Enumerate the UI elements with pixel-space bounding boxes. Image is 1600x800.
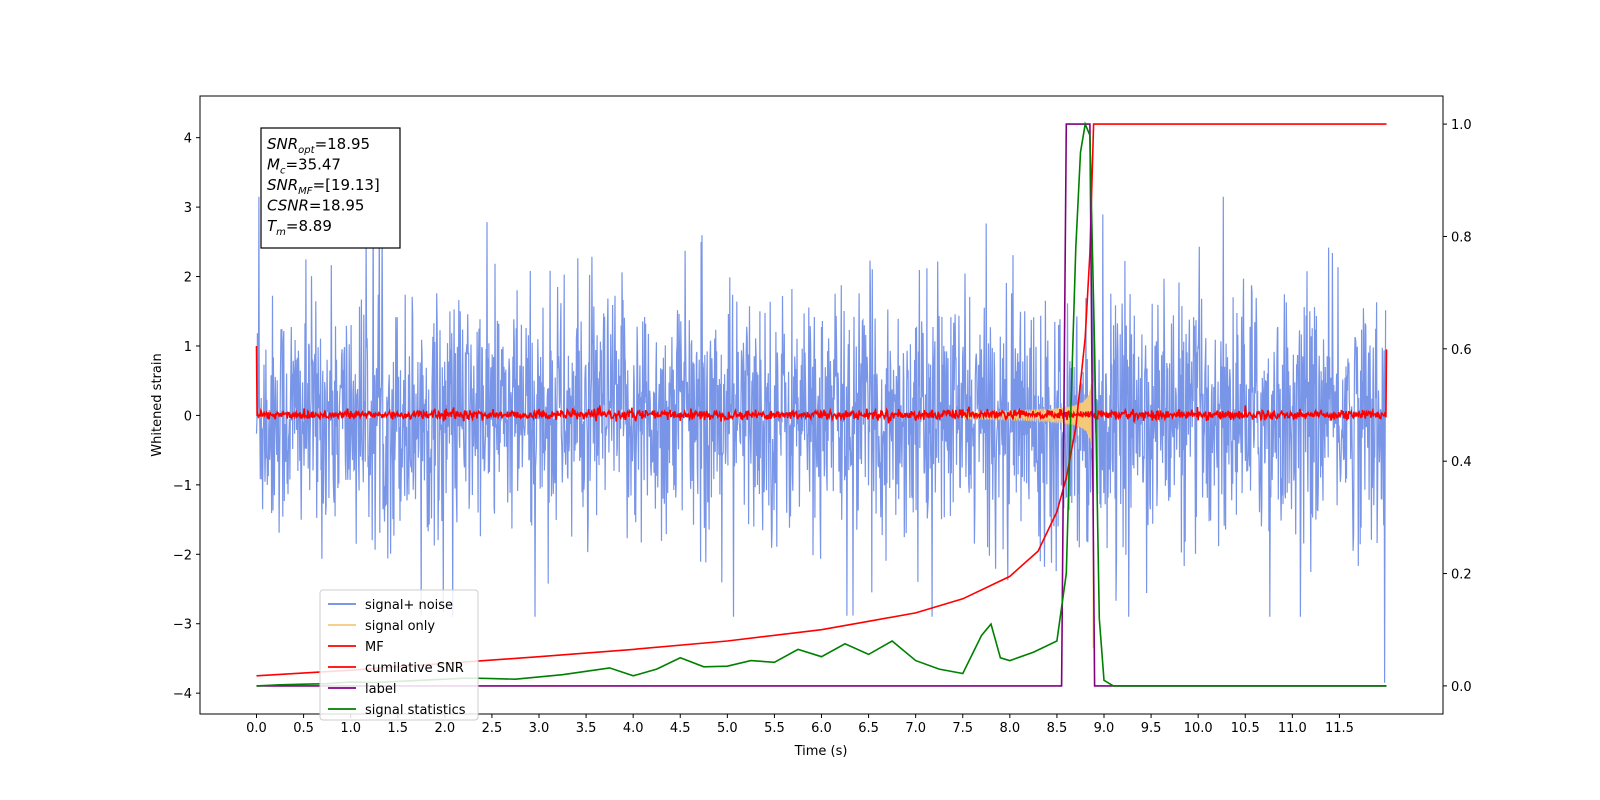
y2-tick-label: 0.6 <box>1451 343 1472 358</box>
x-tick-label: 10.5 <box>1231 721 1260 736</box>
y2-tick-label: 0.0 <box>1451 680 1472 695</box>
y-tick-label: −1 <box>173 479 192 494</box>
y-tick-label: 0 <box>184 409 192 424</box>
y-tick-label: −4 <box>173 687 192 702</box>
x-tick-label: 6.5 <box>858 721 879 736</box>
annotation-box: SNRopt=18.95Mc=35.47SNRMF=[19.13]CSNR=18… <box>260 127 401 249</box>
x-tick-label: 9.5 <box>1141 721 1162 736</box>
y-axis-left: −4 −3 −2 −1 0 1 2 3 4 <box>173 132 200 702</box>
annotation-line: CSNR=18.95 <box>267 197 364 215</box>
y2-tick-label: 0.2 <box>1451 568 1472 583</box>
x-tick-label: 8.0 <box>999 721 1020 736</box>
x-tick-label: 1.5 <box>387 721 408 736</box>
series-signal-noise-line <box>255 196 1387 683</box>
y-axis-right: 0.0 0.2 0.4 0.6 0.8 1.0 <box>1443 118 1472 695</box>
series-mf-line <box>255 345 1388 424</box>
series-cumulative-snr-line <box>256 123 1387 677</box>
x-tick-label: 5.5 <box>764 721 785 736</box>
x-tick-label: 0.0 <box>246 721 267 736</box>
annotation-line: SNRopt=18.95 <box>267 135 370 156</box>
x-tick-label: 3.0 <box>529 721 550 736</box>
annotation-box-frame <box>260 127 401 249</box>
series-layer <box>255 121 1388 687</box>
x-tick-label: 10.0 <box>1184 721 1213 736</box>
y-tick-label: 2 <box>184 271 192 286</box>
x-tick-label: 3.5 <box>576 721 597 736</box>
x-tick-label: 7.0 <box>905 721 926 736</box>
x-axis: 0.0 0.5 1.0 1.5 2.0 2.5 3.0 3.5 4.0 4.5 5.0 5.5 6.0 6… <box>246 714 1354 736</box>
y-axis-label: Whitened strain <box>150 353 165 456</box>
y2-tick-label: 0.4 <box>1451 455 1472 470</box>
legend-label: cumilative SNR <box>365 661 464 676</box>
x-tick-label: 6.0 <box>811 721 832 736</box>
legend-label: signal statistics <box>365 703 466 718</box>
x-tick-label: 11.5 <box>1325 721 1354 736</box>
legend-label: label <box>365 682 396 697</box>
x-tick-label: 11.0 <box>1278 721 1307 736</box>
x-tick-label: 7.5 <box>952 721 973 736</box>
y-tick-label: 4 <box>184 132 192 147</box>
legend-label: signal only <box>365 619 435 634</box>
legend-label: MF <box>365 640 384 655</box>
annotation-line: Mc=35.47 <box>267 156 341 177</box>
x-axis-label: Time (s) <box>794 744 848 759</box>
x-tick-label: 2.0 <box>434 721 455 736</box>
legend-frame <box>319 589 479 721</box>
y-tick-label: −3 <box>173 618 192 633</box>
x-tick-label: 8.5 <box>1047 721 1068 736</box>
annotation-line: SNRMF=[19.13] <box>267 176 380 197</box>
x-tick-label: 4.5 <box>670 721 691 736</box>
y-tick-label: 3 <box>184 201 192 216</box>
x-tick-label: 2.5 <box>482 721 503 736</box>
x-tick-label: 1.0 <box>340 721 361 736</box>
legend: signal+ noise signal only MF cumilative SNR… <box>319 589 479 721</box>
x-tick-label: 4.0 <box>623 721 644 736</box>
x-tick-label: 5.0 <box>717 721 738 736</box>
y2-tick-label: 1.0 <box>1451 118 1472 133</box>
y-tick-label: 1 <box>184 340 192 355</box>
x-tick-label: 0.5 <box>293 721 314 736</box>
y2-tick-label: 0.8 <box>1451 230 1472 245</box>
legend-label: signal+ noise <box>365 598 453 613</box>
x-tick-label: 9.0 <box>1094 721 1115 736</box>
y-tick-label: −2 <box>173 548 192 563</box>
annotation-line: Tm=8.89 <box>267 217 332 238</box>
